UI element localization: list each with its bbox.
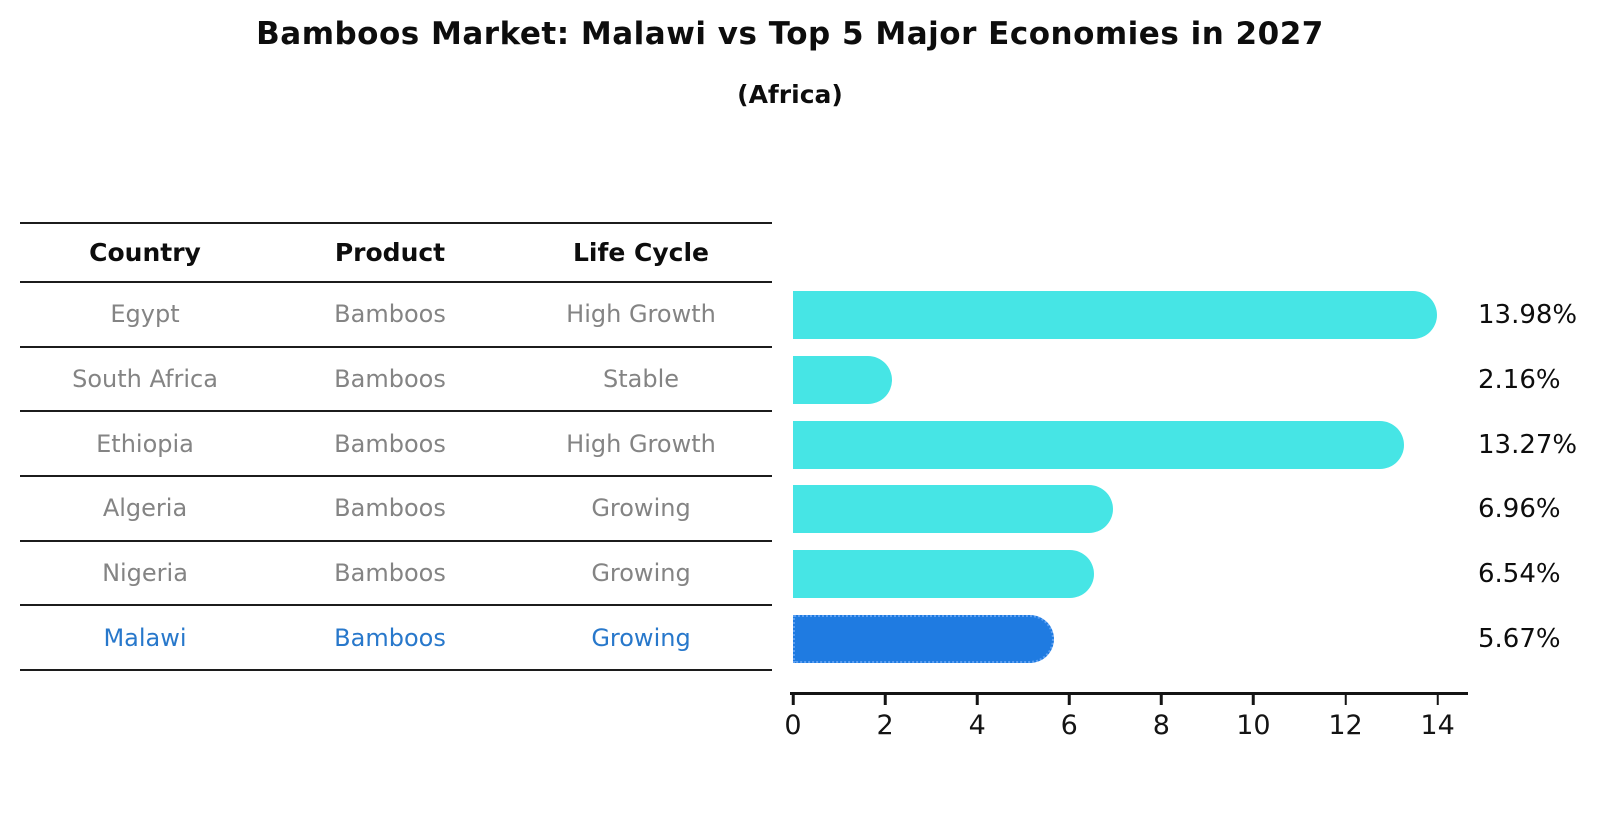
value-row: 6.96% [1478,477,1604,542]
chart-title: Bamboos Market: Malawi vs Top 5 Major Ec… [256,16,1324,52]
value-label-ethiopia: 13.27% [1478,429,1578,460]
x-axis-tick-mark [1344,694,1347,705]
table-header-row: Country Product Life Cycle [20,222,772,283]
cell-life-cycle: Growing [591,558,691,587]
value-row: 5.67% [1478,606,1604,671]
value-row: 6.54% [1478,542,1604,607]
cell-country: Egypt [110,300,180,329]
x-axis-tick-label: 4 [968,710,986,741]
cell-life-cycle: High Growth [566,429,716,458]
cell-product: Bamboos [334,623,446,652]
bar-row [793,606,1468,671]
table-header-product: Product [334,238,446,267]
table-row: Egypt Bamboos High Growth [20,283,772,348]
bar-row [793,477,1468,542]
bar-nigeria [793,549,1095,598]
table-row: South Africa Bamboos Stable [20,348,772,413]
x-axis-tick-label: 0 [784,710,802,741]
x-axis-tick-mark [1068,694,1071,705]
table-row: Ethiopia Bamboos High Growth [20,412,772,477]
x-axis-tick-label: 6 [1060,710,1078,741]
bar-row [793,283,1468,348]
cell-life-cycle: Growing [591,623,691,652]
cell-life-cycle: High Growth [566,300,716,329]
cell-country: Malawi [103,623,187,652]
cell-country: Ethiopia [96,429,194,458]
x-axis-tick-mark [1252,694,1255,705]
value-label-column: 13.98% 2.16% 13.27% 6.96% 6.54% 5.67% [1478,283,1604,671]
bar-plot-area [793,283,1468,671]
x-axis-tick-label: 2 [876,710,894,741]
x-axis-tick-mark [1436,694,1439,705]
x-axis-tick-label: 14 [1420,710,1455,741]
bar-row [793,542,1468,607]
cell-country: Nigeria [102,558,188,587]
x-axis-tick-label: 10 [1236,710,1271,741]
value-row: 13.98% [1478,283,1604,348]
bar-south-africa [793,355,893,404]
table-row: Algeria Bamboos Growing [20,477,772,542]
x-axis-tick-mark [791,694,795,705]
value-label-algeria: 6.96% [1478,494,1561,525]
cell-life-cycle: Growing [591,494,691,523]
x-axis-tick-label: 12 [1328,710,1363,741]
cell-product: Bamboos [334,429,446,458]
table-row: Nigeria Bamboos Growing [20,542,772,607]
cell-product: Bamboos [334,558,446,587]
cell-country: South Africa [72,364,218,393]
x-axis-tick-mark [883,694,887,705]
bar-egypt [793,291,1437,340]
x-axis-line [790,692,1468,695]
table-header-life-cycle: Life Cycle [572,238,710,267]
cell-product: Bamboos [334,364,446,393]
bar-row [793,348,1468,413]
table-row-malawi: Malawi Bamboos Growing [20,606,772,671]
country-table: Country Product Life Cycle Egypt Bamboos… [20,222,772,671]
bar-algeria [793,485,1114,534]
cell-life-cycle: Stable [602,364,680,393]
value-label-egypt: 13.98% [1478,300,1578,331]
x-axis-tick-mark [1160,694,1163,705]
x-axis-tick-mark [975,694,979,705]
table-header-country: Country [89,238,201,267]
bar-row [793,412,1468,477]
cell-product: Bamboos [334,300,446,329]
chart-subtitle: (Africa) [737,80,843,109]
value-label-malawi: 5.67% [1478,623,1561,654]
value-row: 13.27% [1478,412,1604,477]
bar-malawi [793,614,1055,663]
x-axis-ticks: 0 2 4 6 8 10 12 14 [784,694,1468,754]
cell-product: Bamboos [334,494,446,523]
x-axis-tick-label: 8 [1152,710,1170,741]
bar-ethiopia [793,420,1404,469]
value-label-nigeria: 6.54% [1478,558,1561,589]
value-label-south-africa: 2.16% [1478,364,1561,395]
cell-country: Algeria [102,494,188,523]
value-row: 2.16% [1478,348,1604,413]
